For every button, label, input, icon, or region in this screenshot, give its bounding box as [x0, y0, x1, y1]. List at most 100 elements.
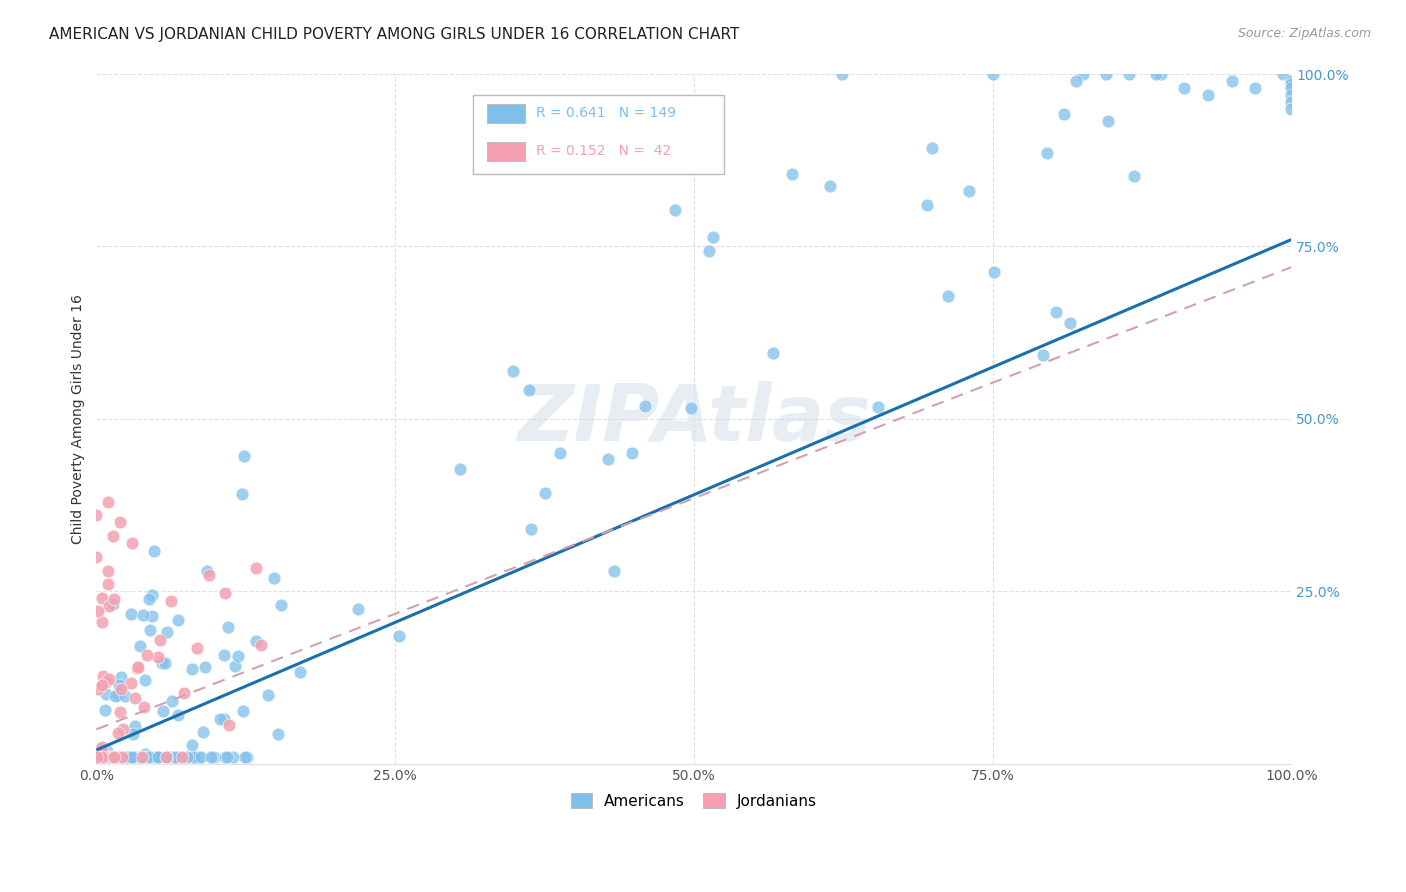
Point	[233, 750, 256, 764]
Point	[209, 712, 232, 726]
Point	[762, 346, 785, 360]
Point	[122, 750, 145, 764]
Point	[98, 750, 121, 764]
Point	[155, 750, 177, 764]
Point	[221, 750, 243, 764]
Point	[91, 615, 114, 630]
Point	[160, 593, 183, 607]
Point	[134, 747, 156, 762]
Point	[146, 750, 169, 764]
Text: AMERICAN VS JORDANIAN CHILD POVERTY AMONG GIRLS UNDER 16 CORRELATION CHART: AMERICAN VS JORDANIAN CHILD POVERTY AMON…	[49, 27, 740, 42]
Point	[200, 750, 222, 764]
Point	[183, 750, 205, 764]
Point	[250, 639, 273, 653]
Point	[347, 602, 370, 616]
Point	[114, 689, 136, 703]
Point	[104, 750, 127, 764]
Point	[245, 634, 267, 648]
Point	[172, 750, 194, 764]
Point	[212, 648, 235, 662]
Point	[1097, 114, 1119, 128]
Point	[831, 67, 853, 81]
Point	[190, 750, 212, 764]
Point	[212, 712, 235, 726]
Point	[138, 750, 160, 764]
Point	[136, 750, 159, 764]
Point	[129, 750, 152, 764]
Point	[520, 522, 543, 536]
Point	[94, 750, 117, 764]
Point	[150, 656, 173, 670]
Point	[96, 744, 118, 758]
Point	[235, 750, 257, 764]
Point	[159, 750, 181, 764]
Point	[91, 750, 114, 764]
Point	[98, 672, 121, 686]
Point	[702, 229, 724, 244]
Point	[187, 750, 209, 764]
Point	[94, 750, 117, 764]
Point	[145, 750, 167, 764]
Point	[1064, 74, 1087, 88]
Point	[86, 750, 108, 764]
Point	[634, 400, 657, 414]
Point	[780, 167, 803, 181]
Point	[143, 544, 166, 558]
Point	[166, 613, 188, 627]
Point	[697, 244, 720, 259]
Point	[176, 750, 198, 764]
Point	[548, 446, 571, 460]
Point	[127, 750, 149, 764]
Point	[91, 750, 114, 764]
Legend: Americans, Jordanians: Americans, Jordanians	[565, 787, 823, 814]
Point	[195, 564, 218, 578]
Point	[202, 750, 225, 764]
Point	[132, 750, 155, 764]
Point	[519, 383, 541, 397]
Point	[186, 640, 208, 655]
Point	[110, 516, 132, 530]
Point	[981, 67, 1004, 81]
Point	[1036, 146, 1059, 161]
Point	[256, 688, 278, 702]
Point	[936, 289, 959, 303]
Point	[120, 676, 142, 690]
Point	[124, 690, 146, 705]
Point	[180, 738, 202, 752]
Point	[124, 718, 146, 732]
Point	[156, 750, 179, 764]
Point	[921, 141, 943, 155]
Point	[97, 599, 120, 614]
Point	[156, 624, 179, 639]
Point	[103, 750, 125, 764]
Point	[136, 648, 159, 663]
Point	[155, 657, 177, 671]
Point	[214, 750, 236, 764]
Point	[94, 703, 117, 717]
Point	[107, 750, 129, 764]
Point	[664, 202, 686, 217]
Point	[122, 750, 145, 764]
Point	[103, 750, 125, 764]
Point	[288, 665, 311, 680]
Point	[1045, 304, 1067, 318]
Point	[127, 660, 149, 674]
Point	[117, 750, 139, 764]
Point	[162, 694, 184, 708]
Point	[138, 750, 160, 764]
Point	[108, 750, 131, 764]
Point	[91, 678, 114, 692]
Point	[1071, 67, 1094, 81]
Point	[107, 726, 129, 740]
Point	[1279, 74, 1302, 88]
Point	[93, 750, 115, 764]
Point	[135, 750, 157, 764]
Point	[121, 536, 143, 550]
Bar	[486, 142, 526, 161]
Point	[1031, 348, 1053, 362]
Point	[149, 632, 172, 647]
Point	[194, 660, 217, 674]
Point	[957, 184, 980, 198]
Point	[226, 648, 249, 663]
Point	[449, 462, 471, 476]
